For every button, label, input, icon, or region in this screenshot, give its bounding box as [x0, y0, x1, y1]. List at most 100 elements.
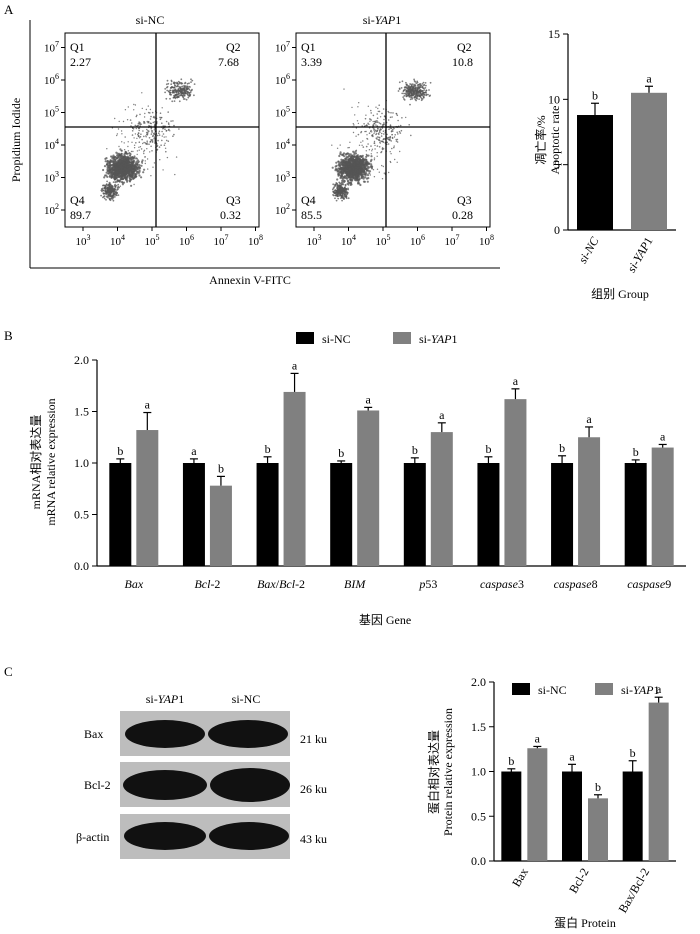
event-dot	[193, 94, 195, 97]
event-dot	[102, 168, 105, 172]
event-dot	[368, 149, 371, 151]
y-tick-label: 5	[554, 158, 560, 172]
event-dot	[342, 189, 344, 192]
event-dot	[150, 115, 152, 118]
event-dot	[388, 111, 390, 114]
event-dot	[332, 187, 335, 190]
event-dot	[390, 130, 393, 132]
event-dot	[393, 145, 395, 147]
event-dot	[361, 168, 364, 171]
event-dot	[368, 172, 371, 175]
event-dot	[362, 177, 365, 180]
y-tick-label: 0.0	[471, 854, 486, 868]
x-tick-label: 104	[341, 233, 356, 248]
event-dot	[178, 90, 181, 93]
significance-letter: b	[117, 444, 123, 458]
event-dot	[124, 150, 127, 153]
event-dot	[373, 128, 375, 131]
event-dot	[351, 168, 354, 171]
event-dot	[378, 138, 380, 141]
event-dot	[151, 150, 153, 152]
event-dot	[376, 136, 379, 138]
event-dot	[389, 151, 391, 153]
event-dot	[180, 82, 183, 85]
event-dot	[153, 133, 156, 136]
event-dot	[403, 92, 405, 95]
event-dot	[119, 170, 123, 173]
event-dot	[344, 165, 347, 168]
significance-letter: b	[633, 445, 639, 459]
bar	[430, 432, 453, 566]
event-dot	[378, 146, 381, 148]
event-dot	[106, 184, 109, 187]
event-dot	[109, 173, 112, 176]
event-dot	[396, 131, 399, 134]
event-dot	[143, 149, 146, 152]
event-dot	[121, 141, 123, 143]
event-dot	[170, 87, 173, 89]
chart-b-xlabel: 基因 Gene	[359, 613, 411, 627]
event-dot	[128, 157, 132, 160]
x-tick-label: caspase8	[554, 577, 598, 591]
event-dot	[156, 145, 158, 148]
event-dot	[142, 142, 144, 145]
event-dot	[382, 124, 385, 126]
blot-label-beta-actin: β-actin	[76, 830, 109, 844]
event-dot	[383, 122, 385, 124]
event-dot	[131, 134, 134, 136]
event-dot	[114, 191, 117, 194]
event-dot	[149, 118, 152, 120]
event-dot	[415, 86, 418, 89]
significance-letter: a	[145, 398, 151, 412]
event-dot	[162, 169, 164, 171]
event-dot	[347, 180, 350, 183]
event-dot	[131, 130, 134, 132]
event-dot	[336, 178, 339, 181]
q1-label: Q1	[301, 40, 316, 54]
event-dot	[165, 120, 168, 123]
event-dot	[154, 123, 156, 125]
event-dot	[186, 88, 189, 91]
event-dot	[365, 150, 367, 152]
event-dot	[336, 194, 338, 197]
event-dot	[374, 144, 376, 147]
event-dot	[342, 183, 345, 186]
event-dot	[364, 167, 367, 170]
event-dot	[410, 134, 412, 137]
event-dot	[124, 109, 127, 111]
event-dot	[423, 89, 426, 91]
event-dot	[116, 167, 119, 170]
event-dot	[356, 178, 359, 181]
event-dot	[391, 116, 393, 118]
event-dot	[425, 94, 428, 97]
event-dot	[420, 92, 422, 95]
event-dot	[151, 111, 154, 114]
mrna-expression-chart: mRNA相对表达量 mRNA relative expression 基因 Ge…	[29, 332, 686, 627]
event-dot	[376, 117, 379, 119]
event-dot	[358, 102, 360, 104]
bar	[577, 115, 613, 230]
event-dot	[360, 159, 364, 162]
event-dot	[149, 108, 152, 111]
event-dot	[348, 176, 351, 179]
event-dot	[362, 180, 366, 183]
event-dot	[379, 116, 382, 118]
bar	[527, 748, 548, 861]
event-dot	[379, 142, 381, 144]
event-dot	[387, 119, 390, 121]
bar	[256, 463, 279, 566]
event-dot	[343, 194, 345, 197]
event-dot	[408, 85, 410, 87]
event-dot	[335, 199, 338, 202]
event-dot	[397, 133, 399, 135]
event-dot	[367, 143, 369, 145]
event-dot	[143, 116, 146, 118]
event-dot	[135, 115, 138, 118]
event-dot	[369, 118, 372, 120]
event-dot	[370, 153, 372, 155]
event-dot	[334, 192, 337, 195]
event-dot	[336, 192, 339, 195]
x-tick-label: BIM	[344, 577, 366, 591]
event-dot	[395, 138, 398, 141]
event-dot	[392, 128, 394, 131]
